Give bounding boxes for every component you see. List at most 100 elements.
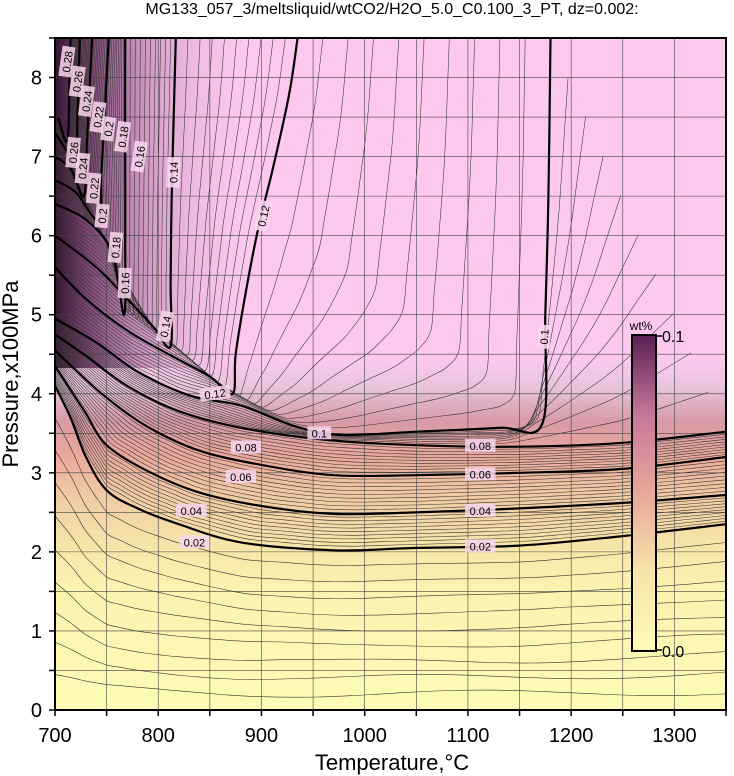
contour-label-bg xyxy=(65,136,81,169)
contour-label-bg xyxy=(85,172,102,204)
y-tick-label: 7 xyxy=(31,147,42,169)
y-tick-label: 1 xyxy=(31,621,42,643)
contour-label-bg xyxy=(100,116,117,142)
contour-label-text: 0.04 xyxy=(181,506,202,518)
contour-label-text: 0.04 xyxy=(470,506,491,518)
y-tick-label: 8 xyxy=(31,68,42,90)
contour-label: 0.2 xyxy=(94,203,110,229)
y-tick-label: 5 xyxy=(31,305,42,327)
y-tick-label: 3 xyxy=(31,463,42,485)
thin-contour xyxy=(55,38,425,412)
contour-label: 0.14 xyxy=(155,310,175,343)
x-tick-label: 800 xyxy=(142,725,175,747)
contour-label-bg xyxy=(179,535,210,549)
x-tick-label: 1100 xyxy=(446,725,489,747)
contour-label-text: 0.24 xyxy=(77,157,91,179)
contour-label-text: 0.16 xyxy=(133,145,148,168)
y-tick-label: 6 xyxy=(31,226,42,248)
contour-label-text: 0.24 xyxy=(81,90,96,113)
thin-contour xyxy=(55,367,726,518)
contour-labels: 0.02 0.02 0.04 0.04 0.06 0.06 0.08 0.08 0.1 0.1 0.… xyxy=(58,45,552,553)
contour-label: 0.18 xyxy=(114,120,132,153)
contour-label: 0.22 xyxy=(89,101,107,133)
contour-label-text: 0.16 xyxy=(120,272,133,294)
contour-label-text: 0.06 xyxy=(470,469,491,481)
x-axis-ticks: 700 800 900 1000 1100 1200 1300 xyxy=(38,710,727,747)
thin-contour xyxy=(55,369,726,522)
x-axis-label: Temperature,°C xyxy=(315,750,469,775)
contour-label: 0.28 xyxy=(58,45,76,78)
contour-line-0.06 xyxy=(55,349,726,478)
contour-label: 0.22 xyxy=(85,172,102,204)
contour-label-bg xyxy=(536,324,551,349)
contour-line-0.04 xyxy=(55,365,726,516)
thin-contour xyxy=(55,38,156,330)
thin-contour xyxy=(55,346,726,470)
contour-label-bg xyxy=(114,120,132,153)
contour-label: 0.18 xyxy=(107,231,124,264)
contour-label-bg xyxy=(253,199,273,233)
thin-contour xyxy=(55,38,161,334)
contour-label-bg xyxy=(307,426,332,440)
contour-label-bg xyxy=(94,203,110,229)
thin-contour xyxy=(55,345,726,467)
contour-label-text: 0.02 xyxy=(184,537,205,549)
contour-label: 0.1 xyxy=(307,426,332,440)
contour-label-text: 0.12 xyxy=(204,387,227,402)
thin-contour xyxy=(55,38,274,382)
contour-label: 0.08 xyxy=(230,440,262,455)
contour-label-bg xyxy=(58,45,76,78)
bold-contour-lines xyxy=(55,38,726,552)
contour-line-0.1 xyxy=(55,38,552,437)
thin-contour xyxy=(55,377,726,536)
contour-label-text: 0.08 xyxy=(470,441,491,453)
contour-label: 0.16 xyxy=(130,140,148,173)
thin-contour xyxy=(55,38,262,377)
thin-contour xyxy=(55,379,726,540)
contour-label: 0.06 xyxy=(465,467,496,481)
x-tick-label: 1000 xyxy=(342,725,387,747)
thin-contour xyxy=(55,332,709,445)
contour-label-text: 0.02 xyxy=(470,541,491,553)
thin-contour xyxy=(55,359,726,499)
thin-contour xyxy=(55,38,324,397)
contour-label-text: 0.1 xyxy=(312,428,327,440)
thin-contour xyxy=(55,337,726,453)
thin-contour xyxy=(55,38,349,401)
contour-label-bg xyxy=(465,438,496,452)
thin-contour xyxy=(55,364,726,511)
plot-frame xyxy=(54,37,727,711)
contour-label-text: 0.14 xyxy=(159,315,175,338)
y-tick-label: 0 xyxy=(31,700,42,722)
contour-label: 0.06 xyxy=(225,469,256,484)
contour-label-bg xyxy=(465,467,496,481)
thin-contour xyxy=(55,313,674,441)
contour-label: 0.04 xyxy=(465,503,496,518)
contour-label-text: 0.06 xyxy=(230,472,251,484)
contour-label: 0.02 xyxy=(179,535,210,549)
thin-contour xyxy=(55,38,237,366)
thin-contour xyxy=(55,362,726,507)
thin-contour xyxy=(55,338,726,455)
thin-contour xyxy=(55,340,726,458)
contour-label-text: 0.26 xyxy=(71,70,86,93)
contour-label-bg xyxy=(225,469,256,483)
contour-label-text: 0.1 xyxy=(539,329,552,345)
contour-label-text: 0.22 xyxy=(92,106,107,129)
thin-contour xyxy=(55,383,726,547)
thin-contour xyxy=(55,371,726,525)
contour-line-0.14 xyxy=(55,38,177,349)
thin-contour xyxy=(55,38,151,327)
colorbar-min-label: 0.0 xyxy=(662,644,684,661)
thin-contour xyxy=(55,38,189,348)
contour-label-bg xyxy=(130,140,148,173)
contour-label: 0.12 xyxy=(198,384,231,402)
contour-label-text: 0.28 xyxy=(61,50,76,73)
thin-contour xyxy=(55,343,726,464)
y-tick-label: 2 xyxy=(31,542,42,564)
contour-label-bg xyxy=(198,384,231,402)
contour-label-text: 0.12 xyxy=(256,204,272,227)
contour-label-text: 0.2 xyxy=(97,208,110,224)
contour-label: 0.16 xyxy=(117,267,133,299)
